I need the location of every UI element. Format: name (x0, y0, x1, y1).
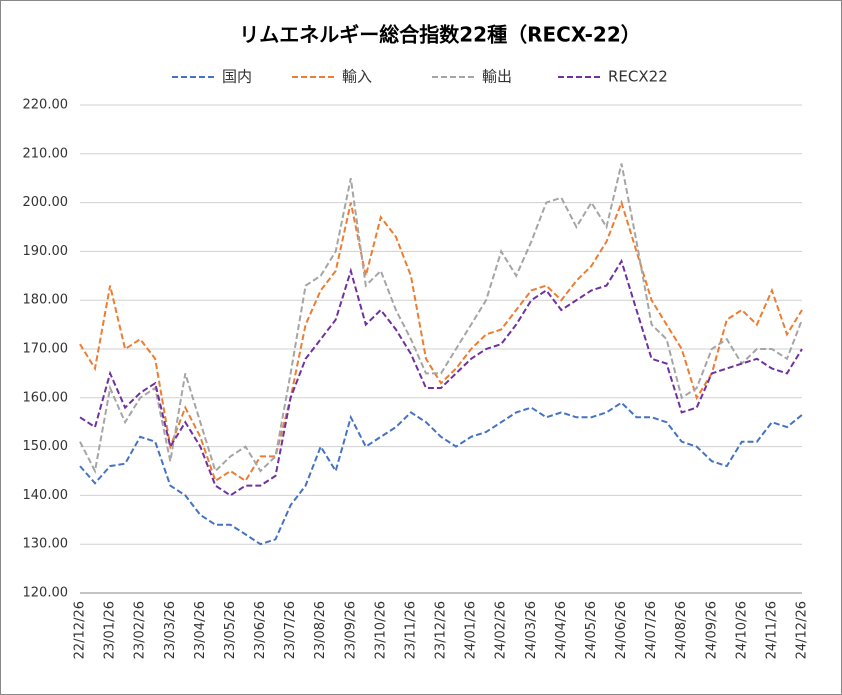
x-tick-label: 23/12/26 (434, 601, 449, 659)
x-tick-label: 23/09/26 (343, 601, 358, 659)
y-tick-label: 170.00 (23, 342, 69, 357)
y-tick-label: 130.00 (23, 537, 69, 552)
y-tick-label: 210.00 (23, 146, 69, 161)
y-tick-label: 180.00 (23, 293, 69, 308)
legend-label: 輸出 (482, 68, 512, 86)
series-line (79, 401, 803, 546)
y-tick-label: 220.00 (23, 98, 69, 113)
series-line (79, 199, 803, 483)
x-tick-label: 24/07/26 (644, 601, 659, 659)
x-tick-label: 23/04/26 (193, 601, 208, 659)
series-line (79, 163, 803, 475)
y-tick-label: 190.00 (23, 244, 69, 259)
x-tick-label: 24/05/26 (584, 601, 599, 659)
x-tick-label: 23/02/26 (133, 601, 148, 659)
x-tick-label: 24/12/26 (795, 601, 810, 659)
x-tick-label: 24/08/26 (674, 601, 689, 659)
x-tick-label: 24/02/26 (494, 601, 509, 659)
x-tick-label: 24/01/26 (464, 601, 479, 659)
x-tick-label: 24/10/26 (734, 601, 749, 659)
x-tick-label: 23/08/26 (313, 601, 328, 659)
y-tick-label: 120.00 (23, 586, 69, 601)
x-tick-label: 24/03/26 (524, 601, 539, 659)
chart-title: リムエネルギー総合指数22種（RECX-22） (239, 23, 641, 47)
y-tick-label: 140.00 (23, 488, 69, 503)
x-tick-label: 23/01/26 (103, 601, 118, 659)
x-tick-label: 23/07/26 (283, 601, 298, 659)
x-tick-label: 24/06/26 (614, 601, 629, 659)
x-tick-label: 24/09/26 (704, 601, 719, 659)
y-tick-label: 200.00 (23, 195, 69, 210)
legend-label: 輸入 (342, 68, 372, 86)
legend-label: RECX22 (608, 68, 668, 86)
legend-label: 国内 (222, 68, 252, 86)
x-tick-label: 23/03/26 (163, 601, 178, 659)
x-tick-label: 22/12/26 (73, 601, 88, 659)
x-tick-label: 23/06/26 (253, 601, 268, 659)
x-tick-label: 24/04/26 (554, 601, 569, 659)
x-tick-label: 23/05/26 (223, 601, 238, 659)
x-tick-label: 24/11/26 (764, 601, 779, 659)
x-tick-label: 23/10/26 (373, 601, 388, 659)
y-tick-label: 160.00 (23, 390, 69, 405)
series-line (79, 258, 803, 497)
y-tick-label: 150.00 (23, 439, 69, 454)
x-tick-label: 23/11/26 (403, 601, 418, 659)
